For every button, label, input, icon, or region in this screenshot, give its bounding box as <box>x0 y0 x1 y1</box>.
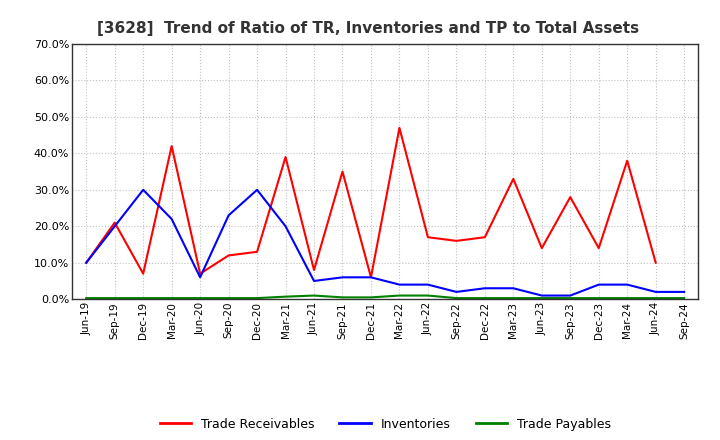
Trade Receivables <box>139 271 148 276</box>
Trade Receivables <box>282 154 290 160</box>
Trade Payables <box>110 296 119 301</box>
Trade Receivables <box>595 246 603 251</box>
Trade Payables <box>225 296 233 301</box>
Trade Payables <box>595 296 603 301</box>
Trade Receivables <box>225 253 233 258</box>
Inventories <box>480 286 489 291</box>
Trade Payables <box>196 296 204 301</box>
Inventories <box>452 289 461 294</box>
Inventories <box>225 213 233 218</box>
Trade Payables <box>480 296 489 301</box>
Legend: Trade Receivables, Inventories, Trade Payables: Trade Receivables, Inventories, Trade Pa… <box>155 413 616 436</box>
Inventories <box>680 289 688 294</box>
Trade Payables <box>423 293 432 298</box>
Inventories <box>395 282 404 287</box>
Trade Payables <box>167 296 176 301</box>
Trade Receivables <box>253 249 261 254</box>
Trade Receivables <box>566 194 575 200</box>
Trade Receivables <box>480 235 489 240</box>
Line: Trade Payables: Trade Payables <box>86 296 684 298</box>
Inventories <box>652 289 660 294</box>
Trade Receivables <box>196 271 204 276</box>
Trade Payables <box>680 296 688 301</box>
Trade Receivables <box>509 176 518 182</box>
Trade Payables <box>139 296 148 301</box>
Inventories <box>167 216 176 222</box>
Inventories <box>139 187 148 192</box>
Trade Receivables <box>366 275 375 280</box>
Inventories <box>509 286 518 291</box>
Inventories <box>82 260 91 265</box>
Trade Payables <box>395 293 404 298</box>
Line: Trade Receivables: Trade Receivables <box>86 128 656 277</box>
Inventories <box>253 187 261 192</box>
Trade Payables <box>282 294 290 299</box>
Inventories <box>110 224 119 229</box>
Trade Payables <box>338 295 347 300</box>
Inventories <box>366 275 375 280</box>
Trade Payables <box>310 293 318 298</box>
Inventories <box>423 282 432 287</box>
Trade Receivables <box>110 220 119 225</box>
Inventories <box>282 224 290 229</box>
Trade Payables <box>652 296 660 301</box>
Trade Receivables <box>623 158 631 163</box>
Text: [3628]  Trend of Ratio of TR, Inventories and TP to Total Assets: [3628] Trend of Ratio of TR, Inventories… <box>97 21 639 36</box>
Trade Receivables <box>82 260 91 265</box>
Inventories <box>623 282 631 287</box>
Trade Receivables <box>652 260 660 265</box>
Trade Receivables <box>423 235 432 240</box>
Inventories <box>537 293 546 298</box>
Inventories <box>595 282 603 287</box>
Trade Payables <box>366 295 375 300</box>
Inventories <box>196 275 204 280</box>
Trade Receivables <box>338 169 347 174</box>
Inventories <box>310 279 318 284</box>
Trade Receivables <box>537 246 546 251</box>
Trade Payables <box>537 296 546 301</box>
Trade Payables <box>82 296 91 301</box>
Trade Receivables <box>395 125 404 131</box>
Trade Payables <box>253 296 261 301</box>
Trade Payables <box>509 296 518 301</box>
Trade Receivables <box>310 268 318 273</box>
Inventories <box>338 275 347 280</box>
Trade Payables <box>566 296 575 301</box>
Trade Payables <box>452 296 461 301</box>
Line: Inventories: Inventories <box>86 190 684 296</box>
Trade Payables <box>623 296 631 301</box>
Inventories <box>566 293 575 298</box>
Trade Receivables <box>167 143 176 149</box>
Trade Receivables <box>452 238 461 243</box>
